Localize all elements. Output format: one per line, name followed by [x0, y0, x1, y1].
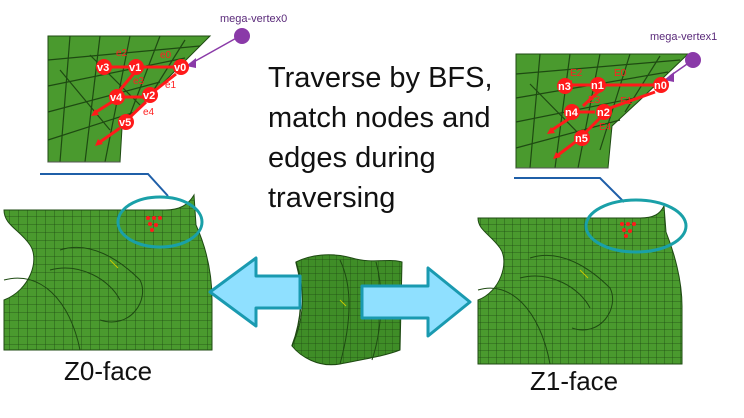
right-edge-E2: E2	[570, 68, 583, 79]
right-node-n0	[653, 77, 669, 93]
left-node-v2-label: v2	[143, 90, 155, 102]
right-node-n2-label: n2	[597, 107, 610, 119]
left-node-v5	[118, 114, 134, 130]
right-node-n0-label: n0	[654, 80, 667, 92]
description-line-3: edges during	[268, 142, 436, 174]
right-node-group: n0 n1 n2 n3 n4 n5	[557, 77, 669, 146]
left-node-v1	[128, 59, 144, 75]
right-callout-line	[514, 177, 625, 203]
right-node-n4-label: n4	[565, 107, 579, 119]
right-arrow	[360, 266, 472, 338]
right-edge-E4: E4	[599, 122, 612, 133]
description-line-2: match nodes and	[268, 102, 491, 134]
right-node-n2	[596, 104, 612, 120]
left-node-v0-label: v0	[174, 62, 186, 74]
right-node-n4	[564, 104, 580, 120]
right-node-n1-label: n1	[591, 80, 604, 92]
right-edge-E0: E0	[614, 68, 627, 79]
z1-face-label: Z1-face	[530, 366, 619, 396]
left-detail-panel: mega-vertex0 v0 v1 v	[47, 13, 287, 163]
left-edge-e1: e1	[165, 80, 177, 91]
right-mega-vertex-dot	[685, 52, 701, 68]
description-line-1: Traverse by BFS,	[268, 62, 493, 94]
right-mega-vertex-label: mega-vertex1	[650, 31, 717, 43]
left-edge-e3: e3	[133, 76, 145, 87]
center-3d-block	[291, 254, 403, 366]
right-node-n3-label: n3	[558, 81, 571, 93]
left-node-v2	[142, 87, 158, 103]
left-edge-e2: e2	[116, 48, 128, 59]
left-arrow	[208, 256, 302, 328]
left-node-v4-label: v4	[110, 92, 123, 104]
right-highlight-ellipse	[584, 198, 688, 254]
right-face-mesh	[477, 204, 683, 365]
right-detail-panel: mega-vertex1 n0 n1 n2	[515, 31, 717, 169]
left-face-mesh	[3, 193, 213, 351]
description-line-4: traversing	[268, 182, 396, 214]
right-node-n5	[574, 130, 590, 146]
left-node-v3-label: v3	[97, 62, 109, 74]
left-mega-connector	[189, 35, 241, 65]
left-edge-e0: e0	[160, 50, 172, 61]
left-mega-vertex-dot	[234, 28, 250, 44]
left-callout-line	[40, 173, 169, 197]
right-node-n1	[590, 77, 606, 93]
right-node-n5-label: n5	[575, 133, 588, 145]
left-node-group: v0 v1 v2 v3 v4 v5	[96, 59, 189, 130]
left-edge-e4: e4	[143, 107, 155, 118]
left-highlight-ellipse	[116, 195, 204, 249]
right-node-n3	[557, 78, 573, 94]
left-node-v1-label: v1	[129, 62, 141, 74]
right-edge-E1: E1	[620, 96, 633, 107]
description-text: Traverse by BFS, match nodes and edges d…	[268, 58, 508, 218]
left-node-v4	[109, 89, 125, 105]
z0-face-label: Z0-face	[64, 356, 153, 386]
left-node-v3	[96, 59, 112, 75]
left-node-v0	[173, 59, 189, 75]
left-mega-vertex-label: mega-vertex0	[220, 13, 287, 25]
left-node-v5-label: v5	[119, 117, 131, 129]
right-edge-E3: E3	[588, 95, 601, 106]
